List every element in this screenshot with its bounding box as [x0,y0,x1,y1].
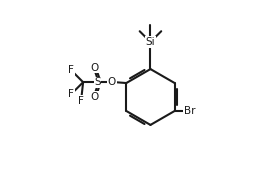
Text: Br: Br [184,106,195,116]
Text: F: F [68,89,74,99]
Text: F: F [79,96,84,106]
Text: O: O [108,77,116,87]
Text: S: S [94,77,101,87]
Text: Si: Si [146,37,155,47]
Text: F: F [68,65,74,75]
Text: O: O [91,63,99,73]
Text: O: O [91,92,99,102]
